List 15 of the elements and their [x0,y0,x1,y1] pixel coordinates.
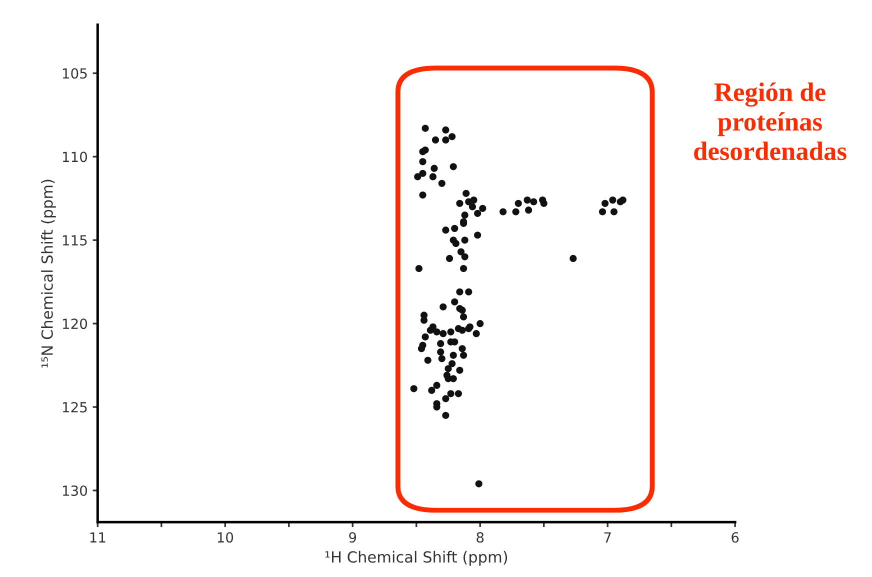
y-tick-label: 110 [62,152,88,162]
y-tick-label: 130 [62,485,88,496]
x-axis-title: ¹H Chemical Shift (ppm) [325,550,508,566]
x-tick-label: 11 [90,532,106,542]
x-tick-label: 8 [476,532,484,543]
y-tick-label: 120 [62,318,88,330]
x-tick-label: 6 [732,532,739,543]
y-axis-title: ¹⁵N Chemical Shift (ppm) [41,180,56,368]
y-tick-label: 115 [62,235,87,246]
x-tick-label: 7 [604,532,611,542]
y-tick-label: 105 [62,68,87,79]
x-tick-label: 9 [349,532,356,543]
x-tick-label: 10 [218,532,234,543]
annotation: Región de proteínas desordenadas [694,82,846,160]
y-tick-label: 125 [62,402,87,412]
